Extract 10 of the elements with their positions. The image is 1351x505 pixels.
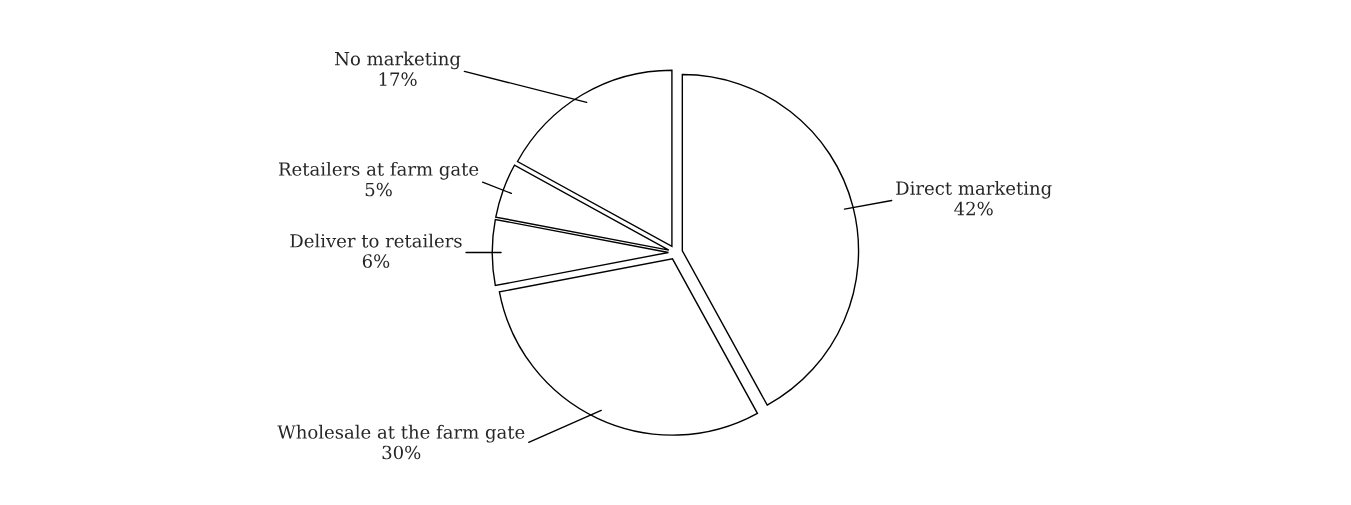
data-label: 30% — [382, 445, 421, 460]
slice-label: Direct marketing — [896, 180, 1052, 199]
data-label: 5% — [365, 182, 392, 197]
data-label: 6% — [362, 254, 390, 268]
data-label: 17% — [379, 72, 417, 86]
data-label: 42% — [954, 201, 993, 216]
slice-label: Deliver to retailers — [290, 233, 462, 248]
slice-label: Wholesale at the farm gate — [277, 424, 525, 443]
slice-label: Retailers at farm gate — [278, 161, 479, 180]
slice-label: No marketing — [335, 51, 461, 70]
